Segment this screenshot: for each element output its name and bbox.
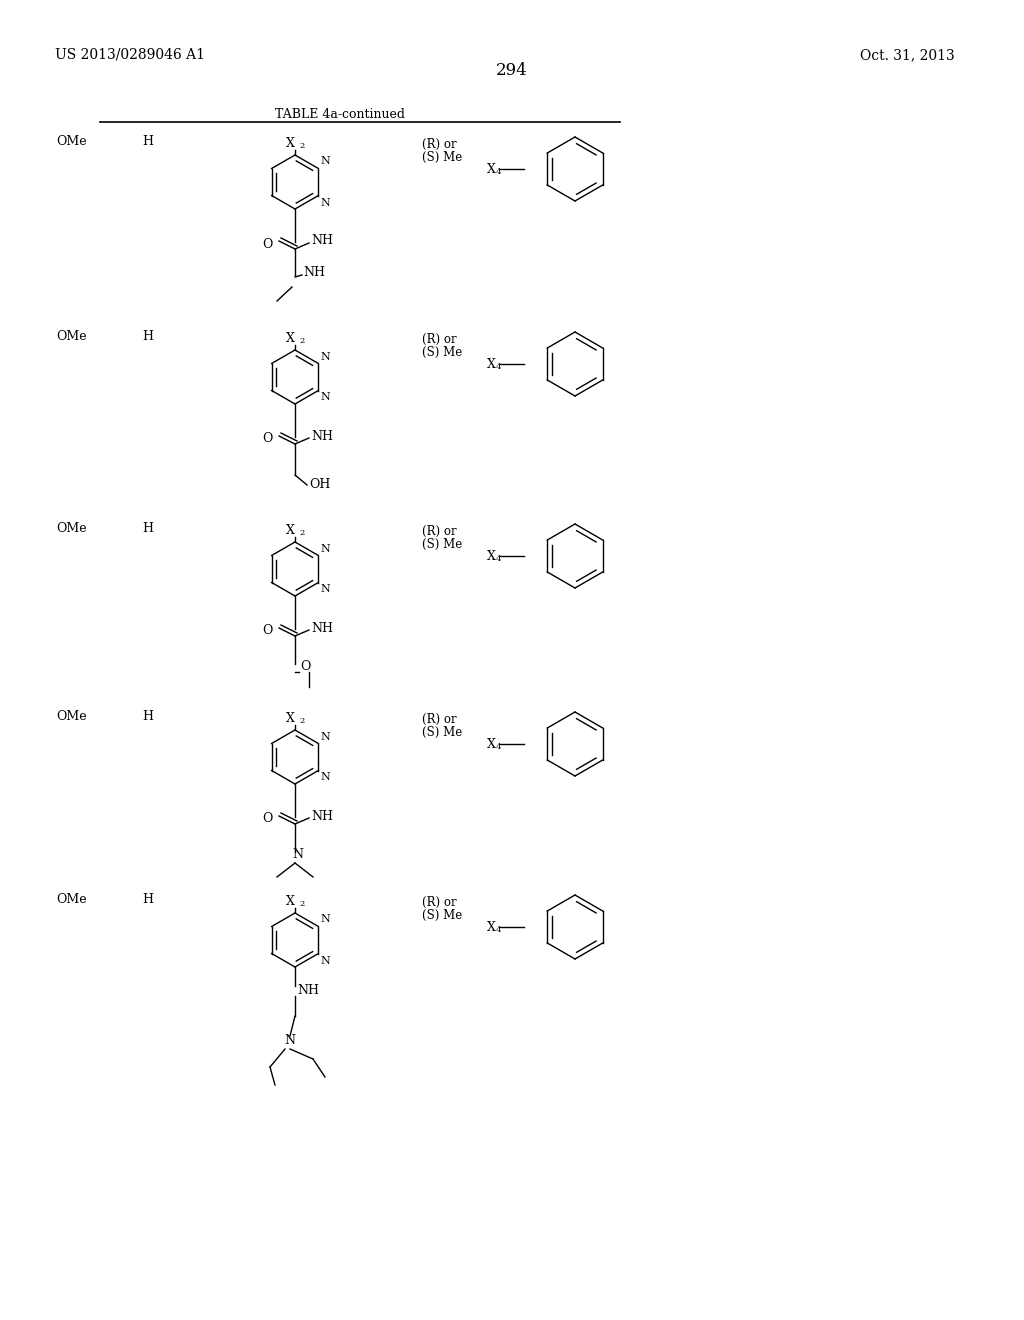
Text: NH: NH [303,265,325,279]
Text: TABLE 4a-continued: TABLE 4a-continued [275,108,406,121]
Text: N: N [321,544,330,553]
Text: OMe: OMe [56,521,87,535]
Text: 4: 4 [496,927,502,935]
Text: H: H [142,330,154,343]
Text: X: X [487,921,496,935]
Text: 4: 4 [496,363,502,371]
Text: Oct. 31, 2013: Oct. 31, 2013 [860,48,954,62]
Text: OMe: OMe [56,135,87,148]
Text: NH: NH [311,809,333,822]
Text: O: O [300,660,310,673]
Text: H: H [142,135,154,148]
Text: 2: 2 [299,143,304,150]
Text: (R) or: (R) or [422,525,457,539]
Text: N: N [321,392,330,403]
Text: X: X [286,711,295,725]
Text: X: X [286,895,295,908]
Text: N: N [321,351,330,362]
Text: (R) or: (R) or [422,713,457,726]
Text: N: N [285,1035,296,1048]
Text: (R) or: (R) or [422,896,457,909]
Text: O: O [262,624,273,638]
Text: O: O [262,433,273,446]
Text: N: N [321,915,330,924]
Text: X: X [487,550,496,564]
Text: X: X [286,333,295,345]
Text: 2: 2 [299,337,304,345]
Text: OMe: OMe [56,894,87,906]
Text: N: N [293,849,303,862]
Text: X: X [286,137,295,150]
Text: (S) Me: (S) Me [422,346,462,359]
Text: 4: 4 [496,554,502,564]
Text: X: X [286,524,295,537]
Text: N: N [321,157,330,166]
Text: N: N [321,585,330,594]
Text: N: N [321,198,330,207]
Text: X: X [487,738,496,751]
Text: (S) Me: (S) Me [422,726,462,739]
Text: 294: 294 [496,62,528,79]
Text: X: X [487,162,496,176]
Text: OMe: OMe [56,710,87,723]
Text: OMe: OMe [56,330,87,343]
Text: 4: 4 [496,743,502,751]
Text: NH: NH [297,985,319,998]
Text: O: O [262,238,273,251]
Text: NH: NH [311,429,333,442]
Text: 2: 2 [299,529,304,537]
Text: (S) Me: (S) Me [422,150,462,164]
Text: H: H [142,710,154,723]
Text: (S) Me: (S) Me [422,539,462,550]
Text: N: N [321,731,330,742]
Text: NH: NH [311,235,333,248]
Text: H: H [142,521,154,535]
Text: X: X [487,358,496,371]
Text: US 2013/0289046 A1: US 2013/0289046 A1 [55,48,205,62]
Text: NH: NH [311,622,333,635]
Text: 2: 2 [299,717,304,725]
Text: O: O [262,813,273,825]
Text: (R) or: (R) or [422,139,457,150]
Text: H: H [142,894,154,906]
Text: (S) Me: (S) Me [422,909,462,921]
Text: 2: 2 [299,900,304,908]
Text: N: N [321,956,330,965]
Text: OH: OH [309,478,331,491]
Text: (R) or: (R) or [422,333,457,346]
Text: N: N [321,772,330,783]
Text: 4: 4 [496,168,502,176]
